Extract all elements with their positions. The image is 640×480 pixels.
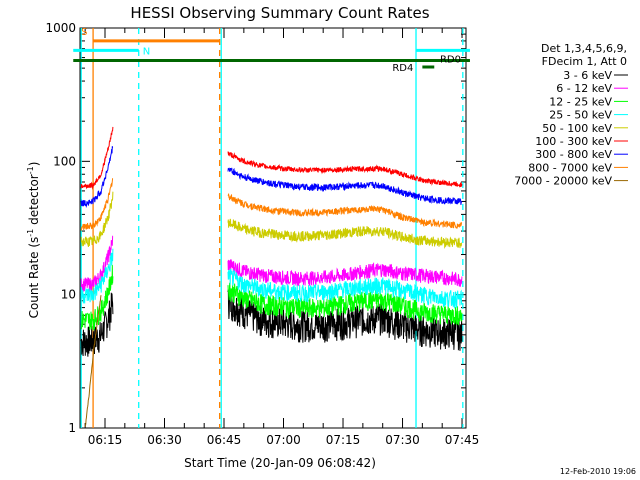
flag-label: RD0 [440,54,461,65]
y-tick-label: 10 [61,288,76,302]
x-tick-label: 06:30 [147,433,182,447]
series-800-7000-kev [80,178,463,231]
series-line [227,259,463,287]
series-line [227,218,463,249]
series-line [227,151,463,188]
x-tick-label: 07:00 [266,433,301,447]
y-tick-label: 1 [68,421,76,435]
series-25-50-kev [80,248,463,309]
series-line [80,146,114,209]
series-100-300-kev [80,126,463,190]
x-tick-label: 07:15 [326,433,361,447]
series-line [227,193,463,229]
y-axis-label-part: Count Rate (s [27,237,41,319]
series-line [80,235,114,292]
legend-label: 100 - 300 keV [535,135,612,148]
series-7000-20000-kev [84,295,102,427]
legend-label: 6 - 12 keV [556,82,612,95]
series-line [84,295,102,427]
legend-label: 50 - 100 keV [542,122,612,135]
legend-header-line-1: Det 1,3,4,5,6,9, [541,42,627,55]
flag-label: S [81,27,87,38]
series-line [227,282,463,326]
plot-area: 1 10 100 1000 06:15 06:30 06:45 07:00 07:15 07:30… [45,21,479,447]
series-line [227,167,463,205]
series-3-6-kev [80,289,463,357]
series-line [80,248,114,304]
y-axis-label-sup: -1 [26,166,35,174]
flag-label: N [143,46,150,57]
series-line [80,191,114,247]
y-axis-label-sup: -1 [26,229,35,237]
y-tick-label: 100 [53,154,76,168]
series-line [227,289,463,351]
series-6-12-kev [80,235,463,292]
plot-frame [79,27,467,429]
x-tick-label: 07:45 [445,433,480,447]
series-line [227,268,463,309]
y-axis-label-part: detector [27,174,41,229]
series-line [80,292,114,357]
legend-header-line-2: FDecim 1, Att 0 [542,55,627,68]
y-axis-label: Count Rate (s-1 detector-1) [26,162,41,319]
x-tick-label: 06:45 [207,433,242,447]
legend-label: 12 - 25 keV [549,95,612,108]
x-tick-label: 06:15 [88,433,123,447]
series-50-100-kev [80,191,463,249]
x-axis-label: Start Time (20-Jan-09 06:08:42) [184,456,376,470]
legend-label: 25 - 50 keV [549,109,612,122]
y-axis-label-part: ) [27,162,41,167]
series-line [80,178,114,231]
flag-label: RD4 [392,63,413,74]
series-line [80,126,114,190]
legend-label: 800 - 7000 keV [528,161,612,174]
x-tick-label: 07:30 [385,433,420,447]
footer-date: 12-Feb-2010 19:06 [560,467,636,476]
legend-label: 7000 - 20000 keV [514,175,612,188]
y-tick-label: 1000 [45,21,76,35]
legend-label: 300 - 800 keV [535,148,612,161]
series-300-800-kev [80,146,463,209]
chart-title: HESSI Observing Summary Count Rates [130,4,429,22]
legend-label: 3 - 6 keV [563,69,612,82]
